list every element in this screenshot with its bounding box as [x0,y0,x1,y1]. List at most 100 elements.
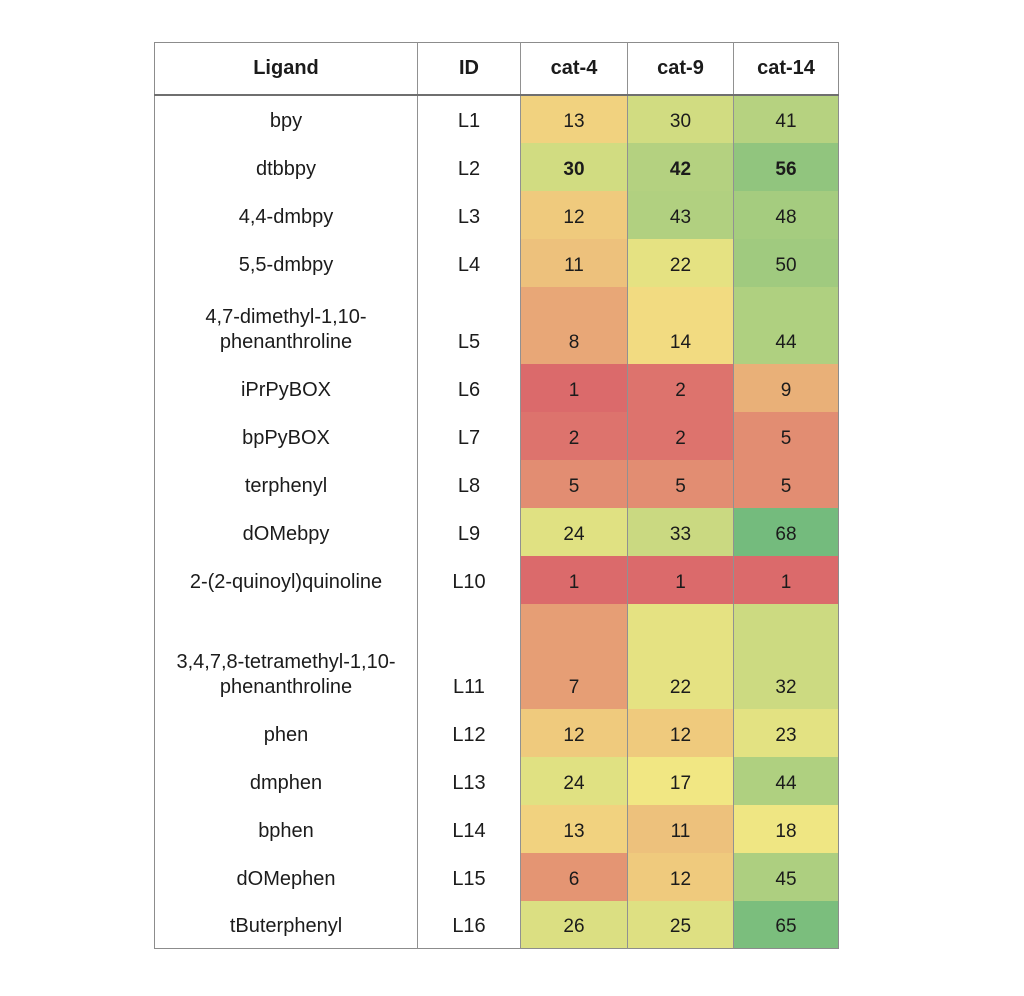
table-row: bphen L14 13 11 18 [154,804,839,853]
ligand-name: bpPyBOX [154,411,418,460]
ligand-id: L4 [417,238,521,287]
heatmap-cell: 24 [520,507,628,556]
heatmap-cell: 12 [627,708,734,757]
ligand-name: dOMephen [154,852,418,901]
ligand-id: L1 [417,94,521,143]
heatmap-cell: 30 [520,142,628,191]
ligand-name: 5,5-dmbpy [154,238,418,287]
table-body: bpy L1 13 30 41 dtbbpy L2 30 42 56 4,4-dmbpy L3 12 43… [154,94,839,949]
ligand-name: 2-(2-quinoyl)quinoline [154,555,418,604]
table-row: 3,4,7,8-tetramethyl-1,10-phenanthroline L… [154,603,839,709]
heatmap-cell: 43 [627,190,734,239]
heatmap-cell: 23 [733,708,839,757]
ligand-name: dmphen [154,756,418,805]
ligand-name: bpy [154,94,418,143]
heatmap-cell: 5 [627,459,734,508]
heatmap-table: Ligand ID cat-4 cat-9 cat-14 bpy L1 13 30 41… [154,42,839,949]
heatmap-cell: 45 [733,852,839,901]
heatmap-cell: 13 [520,804,628,853]
ligand-name: dOMebpy [154,507,418,556]
table-row: terphenyl L8 5 5 5 [154,459,839,508]
heatmap-cell: 32 [733,603,839,709]
ligand-id: L9 [417,507,521,556]
heatmap-cell: 41 [733,94,839,143]
heatmap-cell: 5 [520,459,628,508]
ligand-name: tButerphenyl [154,900,418,949]
heatmap-cell: 5 [733,411,839,460]
heatmap-cell: 18 [733,804,839,853]
heatmap-cell: 44 [733,756,839,805]
ligand-id: L15 [417,852,521,901]
ligand-id: L3 [417,190,521,239]
heatmap-cell: 13 [520,94,628,143]
col-header-ligand: Ligand [154,42,418,96]
ligand-name: iPrPyBOX [154,363,418,412]
heatmap-cell: 11 [520,238,628,287]
heatmap-cell: 12 [520,190,628,239]
ligand-id: L5 [417,286,521,364]
heatmap-cell: 24 [520,756,628,805]
header-row: Ligand ID cat-4 cat-9 cat-14 [154,42,839,96]
heatmap-cell: 8 [520,286,628,364]
heatmap-cell: 1 [520,555,628,604]
col-header-cat4: cat-4 [520,42,628,96]
ligand-id: L14 [417,804,521,853]
ligand-name: 4,7-dimethyl-1,10-phenanthroline [154,286,418,364]
heatmap-cell: 7 [520,603,628,709]
heatmap-cell: 12 [627,852,734,901]
ligand-id: L8 [417,459,521,508]
ligand-name: phen [154,708,418,757]
heatmap-cell: 5 [733,459,839,508]
heatmap-cell: 9 [733,363,839,412]
heatmap-cell: 42 [627,142,734,191]
heatmap-cell: 68 [733,507,839,556]
ligand-name: dtbbpy [154,142,418,191]
table-row: phen L12 12 12 23 [154,708,839,757]
heatmap-cell: 33 [627,507,734,556]
ligand-id: L11 [417,603,521,709]
heatmap-cell: 30 [627,94,734,143]
ligand-name: 4,4-dmbpy [154,190,418,239]
heatmap-cell: 2 [520,411,628,460]
heatmap-cell: 1 [733,555,839,604]
ligand-name: 3,4,7,8-tetramethyl-1,10-phenanthroline [154,603,418,709]
heatmap-cell: 22 [627,603,734,709]
heatmap-cell: 1 [520,363,628,412]
heatmap-cell: 26 [520,900,628,949]
heatmap-cell: 6 [520,852,628,901]
ligand-id: L2 [417,142,521,191]
heatmap-cell: 14 [627,286,734,364]
ligand-name: terphenyl [154,459,418,508]
heatmap-cell: 56 [733,142,839,191]
ligand-id: L12 [417,708,521,757]
heatmap-cell: 11 [627,804,734,853]
table-row: dtbbpy L2 30 42 56 [154,142,839,191]
heatmap-cell: 25 [627,900,734,949]
col-header-cat9: cat-9 [627,42,734,96]
table-row: dOMebpy L9 24 33 68 [154,507,839,556]
table-row: 2-(2-quinoyl)quinoline L10 1 1 1 [154,555,839,604]
table-row: 5,5-dmbpy L4 11 22 50 [154,238,839,287]
col-header-cat14: cat-14 [733,42,839,96]
col-header-id: ID [417,42,521,96]
ligand-id: L7 [417,411,521,460]
table-row: dOMephen L15 6 12 45 [154,852,839,901]
table-row: dmphen L13 24 17 44 [154,756,839,805]
ligand-id: L16 [417,900,521,949]
ligand-id: L13 [417,756,521,805]
heatmap-cell: 17 [627,756,734,805]
ligand-name: bphen [154,804,418,853]
heatmap-cell: 65 [733,900,839,949]
heatmap-cell: 2 [627,363,734,412]
heatmap-cell: 22 [627,238,734,287]
heatmap-cell: 2 [627,411,734,460]
heatmap-cell: 48 [733,190,839,239]
table-row: tButerphenyl L16 26 25 65 [154,900,839,949]
heatmap-cell: 1 [627,555,734,604]
ligand-id: L10 [417,555,521,604]
table-row: 4,7-dimethyl-1,10-phenanthroline L5 8 14 44 [154,286,839,364]
table-row: 4,4-dmbpy L3 12 43 48 [154,190,839,239]
ligand-id: L6 [417,363,521,412]
table-row: iPrPyBOX L6 1 2 9 [154,363,839,412]
